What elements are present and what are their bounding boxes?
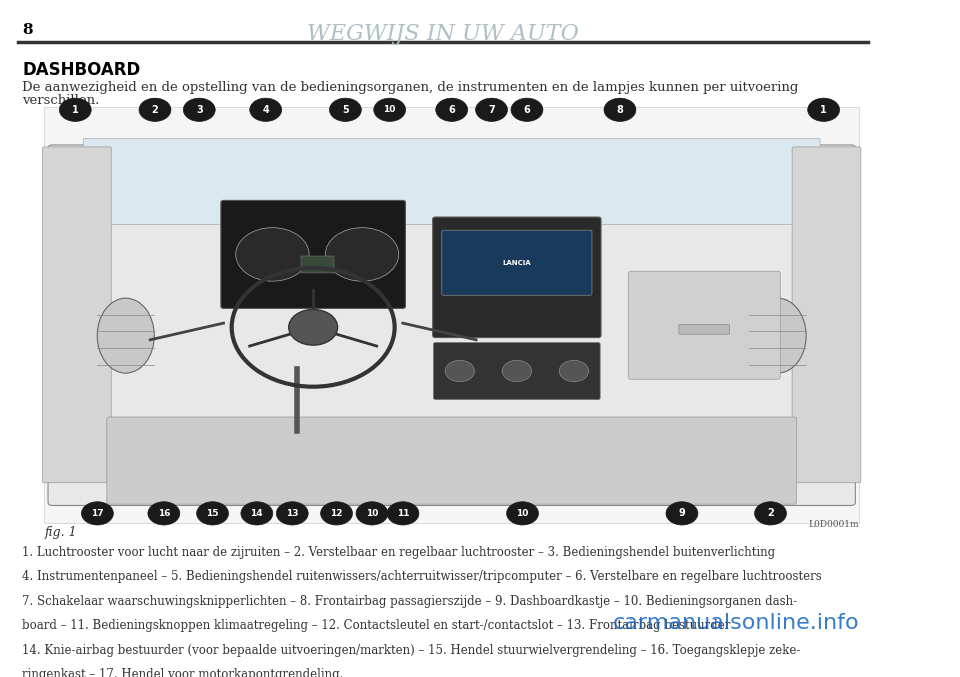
Text: 1: 1 [820, 105, 827, 115]
Text: 15: 15 [206, 509, 219, 518]
Text: 14: 14 [251, 509, 263, 518]
Text: 11: 11 [396, 509, 409, 518]
Circle shape [560, 360, 588, 382]
Circle shape [356, 502, 388, 525]
Text: 17: 17 [91, 509, 104, 518]
Text: 1. Luchtrooster voor lucht naar de zijruiten – 2. Verstelbaar en regelbaar lucht: 1. Luchtrooster voor lucht naar de zijru… [22, 546, 776, 559]
Circle shape [236, 227, 309, 281]
Text: 10: 10 [383, 106, 396, 114]
FancyBboxPatch shape [300, 257, 333, 273]
Circle shape [197, 502, 228, 525]
Circle shape [289, 309, 338, 345]
Circle shape [445, 360, 474, 382]
Circle shape [60, 98, 91, 121]
Text: WEGWIJS IN UW AUTO: WEGWIJS IN UW AUTO [307, 22, 579, 45]
Text: De aanwezigheid en de opstelling van de bedieningsorganen, de instrumenten en de: De aanwezigheid en de opstelling van de … [22, 81, 799, 93]
Text: L0D0001m: L0D0001m [808, 520, 859, 529]
Text: 2: 2 [152, 105, 158, 115]
FancyBboxPatch shape [679, 324, 730, 334]
Circle shape [666, 502, 698, 525]
Text: 13: 13 [286, 509, 299, 518]
Circle shape [502, 360, 532, 382]
Text: 12: 12 [330, 509, 343, 518]
Text: 8: 8 [616, 105, 623, 115]
FancyBboxPatch shape [628, 271, 780, 379]
Text: 4: 4 [262, 105, 269, 115]
Circle shape [321, 502, 352, 525]
Text: 6: 6 [448, 105, 455, 115]
FancyBboxPatch shape [434, 343, 600, 399]
FancyBboxPatch shape [107, 417, 797, 504]
Circle shape [507, 502, 539, 525]
Circle shape [755, 502, 786, 525]
Circle shape [148, 502, 180, 525]
Circle shape [250, 98, 281, 121]
Text: 5: 5 [342, 105, 348, 115]
Text: board – 11. Bedieningsknoppen klimaatregeling – 12. Contactsleutel en start-/con: board – 11. Bedieningsknoppen klimaatreg… [22, 619, 731, 632]
Text: 1: 1 [72, 105, 79, 115]
Text: 4. Instrumentenpaneel – 5. Bedieningshendel ruitenwissers/achterruitwisser/tripc: 4. Instrumentenpaneel – 5. Bedieningshen… [22, 570, 822, 583]
Circle shape [511, 98, 543, 121]
Text: carmanualsonline.info: carmanualsonline.info [612, 613, 859, 633]
Circle shape [387, 502, 419, 525]
Circle shape [329, 98, 361, 121]
Circle shape [276, 502, 308, 525]
Text: 3: 3 [196, 105, 203, 115]
FancyBboxPatch shape [442, 230, 592, 295]
Ellipse shape [749, 298, 806, 373]
FancyBboxPatch shape [221, 200, 405, 309]
Text: fig. 1: fig. 1 [44, 526, 77, 540]
Ellipse shape [97, 298, 155, 373]
Circle shape [436, 98, 468, 121]
Text: 7. Schakelaar waarschuwingsknipperlichten – 8. Frontairbag passagierszijde – 9. : 7. Schakelaar waarschuwingsknipperlichte… [22, 594, 797, 608]
Text: 8: 8 [22, 22, 33, 37]
Text: 6: 6 [523, 105, 530, 115]
Text: 2: 2 [767, 508, 774, 519]
Circle shape [475, 98, 508, 121]
Text: 10: 10 [516, 509, 529, 518]
Text: 7: 7 [489, 105, 495, 115]
Circle shape [373, 98, 406, 121]
Text: DASHBOARD: DASHBOARD [22, 62, 140, 79]
FancyBboxPatch shape [48, 145, 855, 506]
Text: 9: 9 [679, 508, 685, 519]
Text: ringenkast – 17. Hendel voor motorkapontgrendeling.: ringenkast – 17. Hendel voor motorkapont… [22, 668, 344, 677]
FancyBboxPatch shape [42, 147, 111, 483]
Text: 10: 10 [366, 509, 378, 518]
Text: verschillen.: verschillen. [22, 93, 100, 107]
Text: 14. Knie-airbag bestuurder (voor bepaalde uitvoeringen/markten) – 15. Hendel stu: 14. Knie-airbag bestuurder (voor bepaald… [22, 644, 801, 657]
FancyBboxPatch shape [44, 106, 859, 523]
FancyBboxPatch shape [84, 139, 820, 225]
Circle shape [807, 98, 840, 121]
Circle shape [325, 227, 398, 281]
Circle shape [139, 98, 171, 121]
Circle shape [82, 502, 113, 525]
Circle shape [604, 98, 636, 121]
Circle shape [183, 98, 215, 121]
Circle shape [241, 502, 273, 525]
FancyBboxPatch shape [792, 147, 861, 483]
Text: 16: 16 [157, 509, 170, 518]
Text: LANCIA: LANCIA [502, 260, 531, 266]
FancyBboxPatch shape [433, 217, 601, 338]
